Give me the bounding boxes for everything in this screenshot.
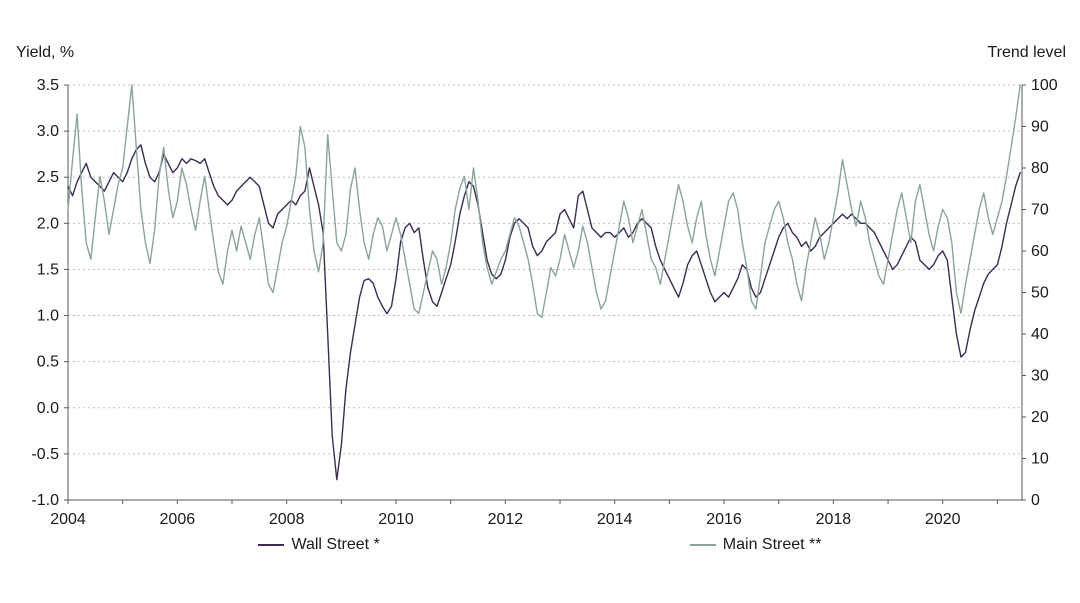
svg-text:2006: 2006	[160, 511, 196, 528]
svg-text:0.0: 0.0	[37, 400, 59, 417]
svg-text:3.5: 3.5	[37, 77, 59, 94]
svg-text:2.0: 2.0	[37, 215, 59, 232]
right-axis-title: Trend level	[987, 44, 1066, 61]
wall-street-line-swatch	[258, 544, 285, 546]
svg-text:2.5: 2.5	[37, 169, 59, 186]
svg-text:2016: 2016	[706, 511, 742, 528]
svg-text:50: 50	[1031, 285, 1049, 302]
svg-text:70: 70	[1031, 202, 1049, 219]
svg-text:30: 30	[1031, 368, 1049, 385]
svg-text:90: 90	[1031, 119, 1049, 136]
svg-text:2012: 2012	[488, 511, 524, 528]
svg-text:0: 0	[1031, 492, 1040, 509]
svg-text:-0.5: -0.5	[31, 446, 59, 463]
svg-text:2018: 2018	[816, 511, 852, 528]
svg-text:40: 40	[1031, 326, 1049, 343]
svg-text:0.5: 0.5	[37, 354, 59, 371]
svg-text:2008: 2008	[269, 511, 305, 528]
svg-text:2010: 2010	[378, 511, 414, 528]
svg-text:3.0: 3.0	[37, 123, 59, 140]
svg-text:-1.0: -1.0	[31, 492, 59, 509]
svg-text:80: 80	[1031, 160, 1049, 177]
legend-item-main-street: Main Street **	[689, 536, 822, 554]
legend-item-wall-street: Wall Street *	[258, 536, 380, 554]
svg-text:2020: 2020	[925, 511, 961, 528]
svg-text:20: 20	[1031, 409, 1049, 426]
legend-label-main-street: Main Street **	[722, 536, 822, 553]
svg-text:1.0: 1.0	[37, 308, 59, 325]
left-axis-title: Yield, %	[16, 44, 75, 61]
main-street-line-swatch	[689, 544, 716, 546]
legend-label-wall-street: Wall Street *	[291, 536, 380, 553]
svg-text:100: 100	[1031, 77, 1058, 94]
chart-legend: Wall Street * Main Street **	[0, 536, 1080, 554]
svg-text:10: 10	[1031, 451, 1049, 468]
svg-text:1.5: 1.5	[37, 261, 59, 278]
svg-text:60: 60	[1031, 243, 1049, 260]
svg-text:2014: 2014	[597, 511, 633, 528]
svg-text:2004: 2004	[50, 511, 86, 528]
